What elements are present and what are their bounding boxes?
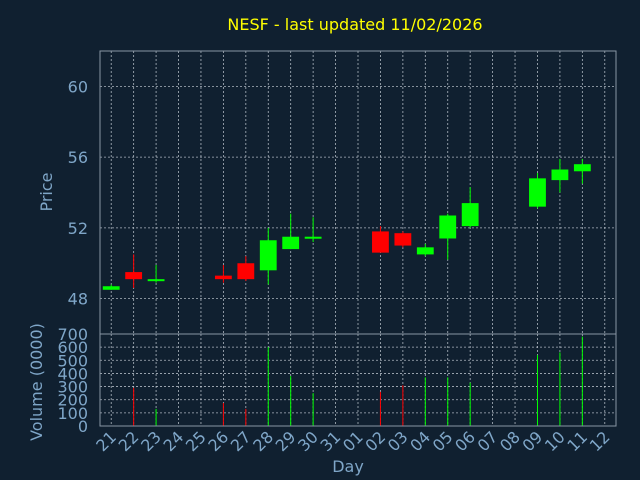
- volume-tick-label: 600: [57, 338, 88, 357]
- candle-body: [372, 231, 389, 253]
- candle-body: [125, 272, 143, 280]
- x-axis-title: Day: [332, 457, 364, 476]
- candle-body: [461, 203, 479, 227]
- price-axis-title: Price: [37, 172, 56, 211]
- candle: [102, 284, 120, 290]
- candle: [214, 265, 232, 283]
- price-panel: 48 52 56 60: [68, 50, 617, 335]
- candle: [282, 213, 300, 250]
- candle: [259, 227, 277, 285]
- volume-tick-label: 100: [57, 404, 88, 423]
- candle-body: [102, 286, 120, 290]
- candle: [461, 187, 479, 228]
- candle: [304, 217, 322, 243]
- volume-tick-label: 500: [57, 351, 88, 370]
- candle-body: [551, 169, 569, 181]
- volume-tick-label: 200: [57, 391, 88, 410]
- x-tick-label: 12: [586, 427, 614, 455]
- candle-body: [573, 164, 591, 172]
- candle: [372, 226, 389, 253]
- candle-body: [147, 279, 165, 282]
- price-tick-label: 52: [68, 219, 88, 238]
- candle-body: [439, 215, 457, 239]
- candle: [573, 158, 591, 184]
- candle: [416, 243, 434, 257]
- price-tick-label: 48: [68, 290, 88, 309]
- candle-body: [237, 263, 255, 280]
- candle-body: [259, 240, 277, 271]
- volume-panel-frame: [99, 333, 617, 427]
- candle: [125, 254, 143, 289]
- candle-body: [282, 236, 300, 250]
- candle: [237, 256, 255, 281]
- candle-body: [214, 275, 232, 280]
- candle: [551, 158, 569, 193]
- chart-title: NESF - last updated 11/02/2026: [227, 15, 482, 34]
- x-axis: 2122232425262728293031010203040506070809…: [92, 427, 613, 455]
- price-tick-label: 60: [68, 77, 88, 96]
- volume-tick-label: 0: [78, 417, 88, 436]
- candle-body: [304, 236, 322, 239]
- candle: [529, 173, 546, 209]
- volume-tick-label: 300: [57, 378, 88, 397]
- candle: [439, 213, 457, 260]
- candle-body: [529, 178, 546, 207]
- volume-axis-title: Volume (0000): [27, 323, 46, 441]
- price-tick-label: 56: [68, 148, 88, 167]
- volume-tick-label: 700: [57, 325, 88, 344]
- volume-tick-label: 400: [57, 364, 88, 383]
- candle-body: [416, 247, 434, 255]
- candle: [394, 231, 412, 248]
- candle-body: [394, 233, 412, 246]
- candle: [147, 265, 165, 283]
